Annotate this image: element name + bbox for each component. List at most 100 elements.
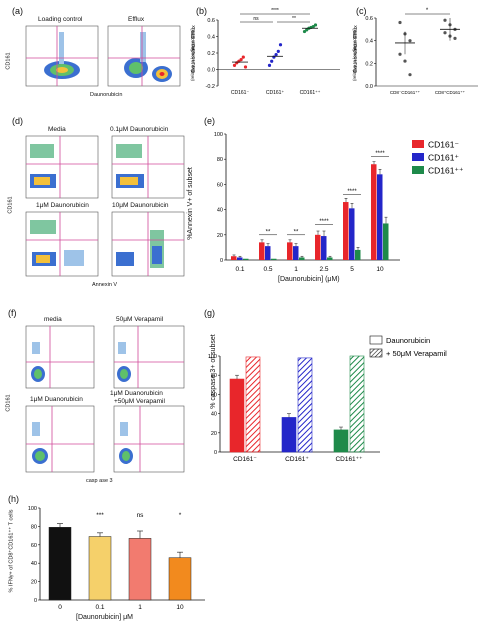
panel-a-ylabel: CD161 bbox=[5, 52, 12, 70]
b-point bbox=[274, 53, 278, 57]
flow-plot-f-media bbox=[25, 325, 95, 389]
panel-g-chart: 0 20 40 60 80 100 CD161⁻ CD161⁺ CD161⁺⁺ Daunorubi… bbox=[208, 335, 447, 463]
panel-d-label: (d) bbox=[12, 116, 23, 126]
c-point bbox=[398, 52, 402, 56]
panel-d-flow-plots bbox=[25, 135, 185, 277]
e-bar bbox=[237, 257, 243, 260]
e-x-tick-label: 10 bbox=[376, 266, 384, 273]
e-legend-label: CD161⁺ bbox=[428, 153, 459, 163]
h-bar bbox=[168, 557, 192, 601]
h-sig-label: * bbox=[179, 512, 182, 519]
b-y-tick-label: 0.4 bbox=[207, 35, 215, 41]
e-legend-label: CD161⁻ bbox=[428, 140, 459, 150]
e-x-tick-label: 1 bbox=[294, 266, 298, 273]
panel-f: (f) media 50μM Verapamil 1μM Duanorubici… bbox=[0, 304, 190, 489]
panel-a-title-2: Efflux bbox=[128, 16, 145, 23]
b-x-tick-label: CD161⁺⁺ bbox=[300, 90, 321, 96]
panel-f-xlabel: casp ase 3 bbox=[86, 478, 113, 484]
panel-f-title-1: media bbox=[44, 316, 62, 323]
g-bar-daunorubicin bbox=[229, 378, 245, 453]
e-sig-label: ** bbox=[294, 229, 299, 235]
e-bar bbox=[377, 174, 383, 260]
flow-plot-1um bbox=[25, 211, 99, 277]
panel-b-chart: -0.2 0.0 0.2 0.4 0.6 CD161⁻ CD161⁺ CD161⁺⁺ **** n… bbox=[206, 8, 340, 96]
e-y-tick-label: 40 bbox=[217, 208, 223, 214]
b-point bbox=[239, 58, 243, 62]
panel-h-xlabel: [Daunorubicin] μM bbox=[76, 614, 133, 621]
h-y-tick-label: 20 bbox=[31, 580, 37, 586]
e-bar bbox=[383, 223, 389, 260]
flow-plot-loading-control bbox=[25, 25, 99, 87]
e-bar bbox=[321, 236, 327, 260]
h-bar bbox=[48, 527, 72, 601]
h-x-tick-label: 10 bbox=[176, 604, 184, 611]
e-bar bbox=[259, 242, 265, 260]
e-bar bbox=[271, 258, 277, 260]
b-y-tick-label: 0.2 bbox=[207, 51, 215, 57]
b-sig-top: **** bbox=[271, 8, 279, 14]
e-bar bbox=[371, 164, 377, 260]
flow-plot-f-verapamil bbox=[113, 325, 185, 389]
h-x-tick-label: 1 bbox=[138, 604, 142, 611]
c-x-tick-label: CD8⁺CD161⁺⁺ bbox=[435, 90, 466, 95]
e-bar bbox=[355, 249, 361, 260]
c-sig: * bbox=[426, 8, 429, 14]
e-y-tick-label: 20 bbox=[217, 233, 223, 239]
g-x-tick-label: CD161⁺ bbox=[285, 456, 309, 463]
g-bar-verapamil bbox=[245, 356, 261, 453]
panel-h-chart: 0 20 40 60 80 100 0 0.1 *** 1 ns 10 * bbox=[28, 506, 205, 611]
panel-a-title-1: Loading control bbox=[38, 16, 83, 23]
c-y-tick-label: 0.4 bbox=[365, 39, 373, 45]
g-x-tick-label: CD161⁺⁺ bbox=[335, 456, 363, 463]
e-y-tick-label: 80 bbox=[217, 157, 223, 163]
b-sig-left: ns bbox=[253, 16, 259, 22]
h-bar bbox=[88, 536, 112, 601]
e-bar bbox=[293, 246, 299, 260]
g-y-tick-label: 80 bbox=[211, 373, 217, 379]
e-bar bbox=[287, 242, 293, 260]
g-y-tick-label: 100 bbox=[208, 354, 217, 360]
panel-f-ylabel: CD161 bbox=[5, 394, 12, 412]
g-y-tick-label: 0 bbox=[214, 450, 217, 456]
e-bar bbox=[243, 258, 249, 260]
panel-e-xlabel: [Daunorubicin] (μM) bbox=[278, 276, 340, 283]
g-bar-verapamil bbox=[297, 357, 313, 453]
e-bar bbox=[343, 202, 349, 260]
h-sig-label: ns bbox=[137, 512, 145, 519]
g-x-tick-label: CD161⁻ bbox=[233, 456, 257, 463]
g-legend-swatch-solid bbox=[369, 335, 383, 345]
panel-g-label: (g) bbox=[204, 308, 215, 318]
panel-f-title-4b: +50μM Verapamil bbox=[114, 398, 165, 405]
flow-plot-media bbox=[25, 135, 99, 199]
c-point bbox=[408, 39, 412, 43]
g-bar-daunorubicin bbox=[333, 429, 349, 453]
h-bar bbox=[128, 538, 152, 601]
e-legend-swatch bbox=[412, 140, 424, 148]
e-legend-swatch bbox=[412, 166, 424, 174]
e-bar bbox=[265, 246, 271, 260]
b-point bbox=[313, 23, 318, 27]
panel-d-title-4: 10μM Daunorubicin bbox=[112, 202, 169, 209]
b-point bbox=[267, 63, 272, 67]
b-point bbox=[270, 59, 274, 63]
g-y-tick-label: 20 bbox=[211, 431, 217, 437]
b-point bbox=[276, 49, 280, 53]
h-y-tick-label: 80 bbox=[31, 524, 37, 530]
c-x-tick-label: CD8⁻CD161⁺⁺ bbox=[390, 90, 421, 95]
e-x-tick-label: 0.5 bbox=[263, 266, 272, 273]
panel-a-xlabel: Daunorubicin bbox=[90, 92, 123, 98]
flow-plot-f-1um-verapamil bbox=[113, 405, 185, 473]
g-legend-label: + 50μM Verapamil bbox=[386, 349, 447, 358]
g-y-tick-label: 60 bbox=[211, 392, 217, 398]
h-y-tick-label: 100 bbox=[28, 506, 37, 512]
panel-h: (h) % IFNγ+ of CD8⁺CD161⁺⁺ T cells [Daun… bbox=[0, 490, 230, 625]
e-sig-label: ** bbox=[266, 229, 271, 235]
b-x-tick-label: CD161⁻ bbox=[231, 90, 250, 96]
panel-b: (b) Daunorubicin Efflux (relative to loa… bbox=[190, 0, 350, 105]
b-point bbox=[241, 55, 245, 59]
panel-a: (a) Loading control Efflux CD161 Daunoru… bbox=[0, 0, 190, 105]
panel-b-label: (b) bbox=[196, 6, 207, 16]
b-y-tick-label: 0.0 bbox=[207, 68, 215, 74]
b-y-tick-label: -0.2 bbox=[206, 84, 215, 90]
e-y-tick-label: 100 bbox=[214, 132, 223, 138]
